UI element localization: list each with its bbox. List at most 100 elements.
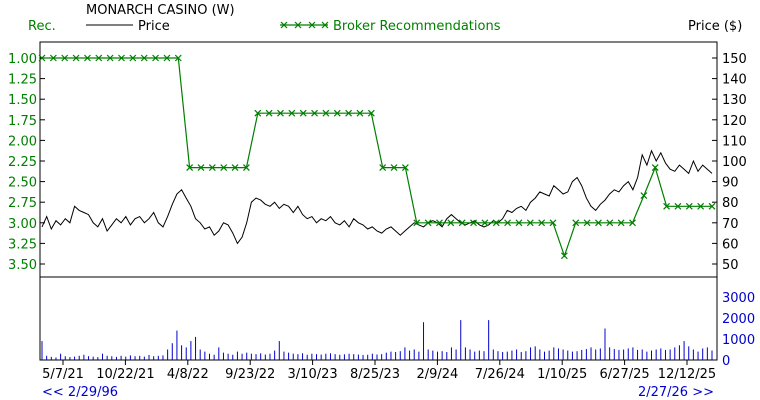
recommendation-marker [379, 164, 387, 172]
price-tick-label: 110 [722, 134, 747, 149]
marker-stroke [401, 164, 409, 172]
marker-stroke [526, 219, 534, 227]
recommendation-marker [424, 219, 432, 227]
rec-tick-label: 1.25 [8, 73, 37, 88]
rec-tick-label: 3.25 [8, 237, 37, 252]
recommendation-marker [231, 164, 239, 172]
marker-stroke [651, 164, 659, 172]
marker-stroke [308, 21, 316, 29]
price-tick-label: 140 [722, 73, 747, 88]
rec-tick-label: 2.25 [8, 155, 37, 170]
recommendation-marker [265, 109, 273, 117]
marker-stroke [208, 164, 216, 172]
recommendation-marker [708, 202, 716, 210]
range-start-link[interactable]: << 2/29/96 [42, 385, 118, 400]
recommendation-series [38, 54, 716, 260]
marker-stroke [470, 219, 477, 227]
recommendation-marker [83, 54, 91, 62]
marker-stroke [640, 192, 648, 200]
price-tick-label: 60 [722, 237, 739, 252]
recommendation-marker [481, 219, 489, 227]
recommendation-marker [38, 54, 46, 62]
x-tick-label: 10/22/21 [96, 367, 154, 382]
recommendation-marker [504, 219, 512, 227]
recommendation-marker [367, 109, 375, 117]
marker-stroke [72, 54, 80, 62]
recommendation-marker [572, 219, 580, 227]
marker-stroke [242, 164, 250, 172]
marker-stroke [390, 164, 398, 172]
marker-stroke [294, 21, 302, 29]
marker-stroke [174, 54, 182, 62]
recommendation-marker [254, 109, 262, 117]
range-end-link[interactable]: 2/27/26 >> [638, 385, 714, 400]
rec-tick-label: 1.50 [8, 93, 37, 108]
recommendation-marker [242, 164, 250, 172]
marker-stroke [595, 219, 602, 227]
legend-price-label: Price [138, 19, 170, 34]
marker-stroke [560, 252, 568, 260]
marker-stroke [288, 109, 296, 117]
recommendation-marker [515, 219, 523, 227]
marker-stroke [265, 109, 273, 117]
marker-stroke [708, 202, 716, 210]
marker-stroke [458, 219, 466, 227]
x-tick-label: 8/25/23 [350, 367, 400, 382]
recommendation-marker [401, 164, 409, 172]
recommendation-marker [356, 109, 364, 117]
x-tick-label: 3/10/23 [288, 367, 338, 382]
rec-tick-label: 1.75 [8, 114, 37, 129]
marker-stroke [311, 109, 318, 117]
recommendation-marker [447, 219, 455, 227]
recommendation-marker [583, 219, 591, 227]
recommendation-marker [197, 164, 205, 172]
rec-tick-label: 2.50 [8, 176, 37, 191]
x-tick-label: 1/10/25 [537, 367, 587, 382]
recommendation-marker [280, 21, 288, 29]
price-tick-label: 150 [722, 52, 747, 67]
marker-stroke [38, 54, 46, 62]
price-tick-label: 130 [722, 93, 747, 108]
marker-stroke [583, 219, 591, 227]
marker-stroke [277, 109, 284, 117]
marker-stroke [447, 219, 455, 227]
recommendation-marker [140, 54, 148, 62]
recommendation-marker [186, 164, 194, 172]
recommendation-marker [299, 109, 307, 117]
marker-stroke [231, 164, 239, 172]
volume-tick-label: 1000 [722, 333, 755, 348]
marker-stroke [379, 164, 387, 172]
recommendation-marker [549, 219, 557, 227]
volume-tick-label: 3000 [722, 291, 755, 306]
marker-stroke [481, 219, 489, 227]
marker-stroke [129, 54, 137, 62]
recommendation-marker [526, 219, 534, 227]
price-tick-label: 80 [722, 196, 739, 211]
marker-stroke [572, 219, 580, 227]
marker-stroke [118, 54, 125, 62]
marker-stroke [186, 164, 194, 172]
rec-axis-title: Rec. [28, 19, 56, 34]
price-tick-label: 50 [722, 258, 739, 273]
x-tick-label: 9/23/22 [225, 367, 275, 382]
recommendation-marker [436, 219, 443, 227]
marker-stroke [436, 219, 443, 227]
rec-tick-label: 3.50 [8, 258, 37, 273]
marker-stroke [515, 219, 523, 227]
volume-tick-label: 2000 [722, 312, 755, 327]
recommendation-marker [458, 219, 466, 227]
marker-stroke [685, 202, 693, 210]
recommendation-marker [311, 109, 318, 117]
marker-stroke [492, 219, 500, 227]
chart-title: MONARCH CASINO (W) [86, 3, 235, 18]
recommendation-marker [49, 54, 57, 62]
marker-stroke [106, 54, 114, 62]
recommendation-marker [106, 54, 114, 62]
marker-stroke [504, 219, 512, 227]
marker-stroke [152, 54, 159, 62]
marker-stroke [424, 219, 432, 227]
marker-stroke [321, 21, 329, 29]
marker-stroke [367, 109, 375, 117]
recommendation-marker [674, 202, 682, 210]
